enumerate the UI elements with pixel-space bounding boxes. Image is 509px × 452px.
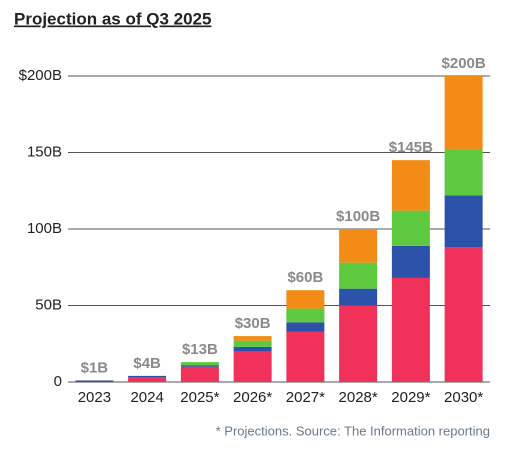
x-tick-label: 2030* [444,389,483,406]
bar-segment [444,76,483,150]
total-label: $13B [182,341,218,358]
bar-segment [444,149,483,196]
x-tick-label: 2029* [391,389,430,406]
total-label: $100B [336,208,380,225]
bar-segment [128,375,167,378]
y-tick-label: $200B [19,67,62,84]
x-tick-label: 2024 [130,389,163,406]
bar-segment [339,288,378,306]
total-label: $1B [81,359,109,376]
bar-segment [391,245,430,278]
bar-segment [128,377,167,382]
total-label: $60B [287,269,323,286]
x-tick-label: 2028* [339,389,378,406]
bar-segment [339,262,378,289]
bar-segment [444,247,483,382]
x-tick-label: 2025* [180,389,219,406]
footnote: * Projections. Source: The Information r… [216,423,490,438]
bar-segment [339,305,378,382]
y-tick-label: 50B [35,296,62,313]
bar-segment [180,366,219,382]
total-label: $200B [442,55,486,72]
bar-segment [286,290,325,309]
bar-segment [233,346,272,352]
bar-segment [339,229,378,263]
x-tick-label: 2023 [78,389,111,406]
total-label: $30B [235,315,271,332]
y-tick-label: 150B [27,143,62,160]
y-tick-label: 0 [54,373,62,390]
total-label: $145B [389,139,433,156]
bar-segment [286,322,325,332]
bar-segment [391,210,430,246]
bar-segment [233,336,272,341]
bar-segment [233,340,272,347]
bar-segment [180,365,219,367]
bar-segment [75,380,114,382]
chart-title: Projection as of Q3 2025 [14,9,211,28]
x-tick-label: 2026* [233,389,272,406]
x-tick-label: 2027* [286,389,325,406]
bar-segment [286,308,325,323]
bar-segment [391,277,430,382]
bar-segment [233,351,272,382]
y-tick-label: 100B [27,220,62,237]
bar-segment [286,331,325,382]
bar-segment [180,362,219,366]
bar-segment [391,160,430,211]
bar-segment [444,195,483,248]
total-label: $4B [133,355,161,372]
